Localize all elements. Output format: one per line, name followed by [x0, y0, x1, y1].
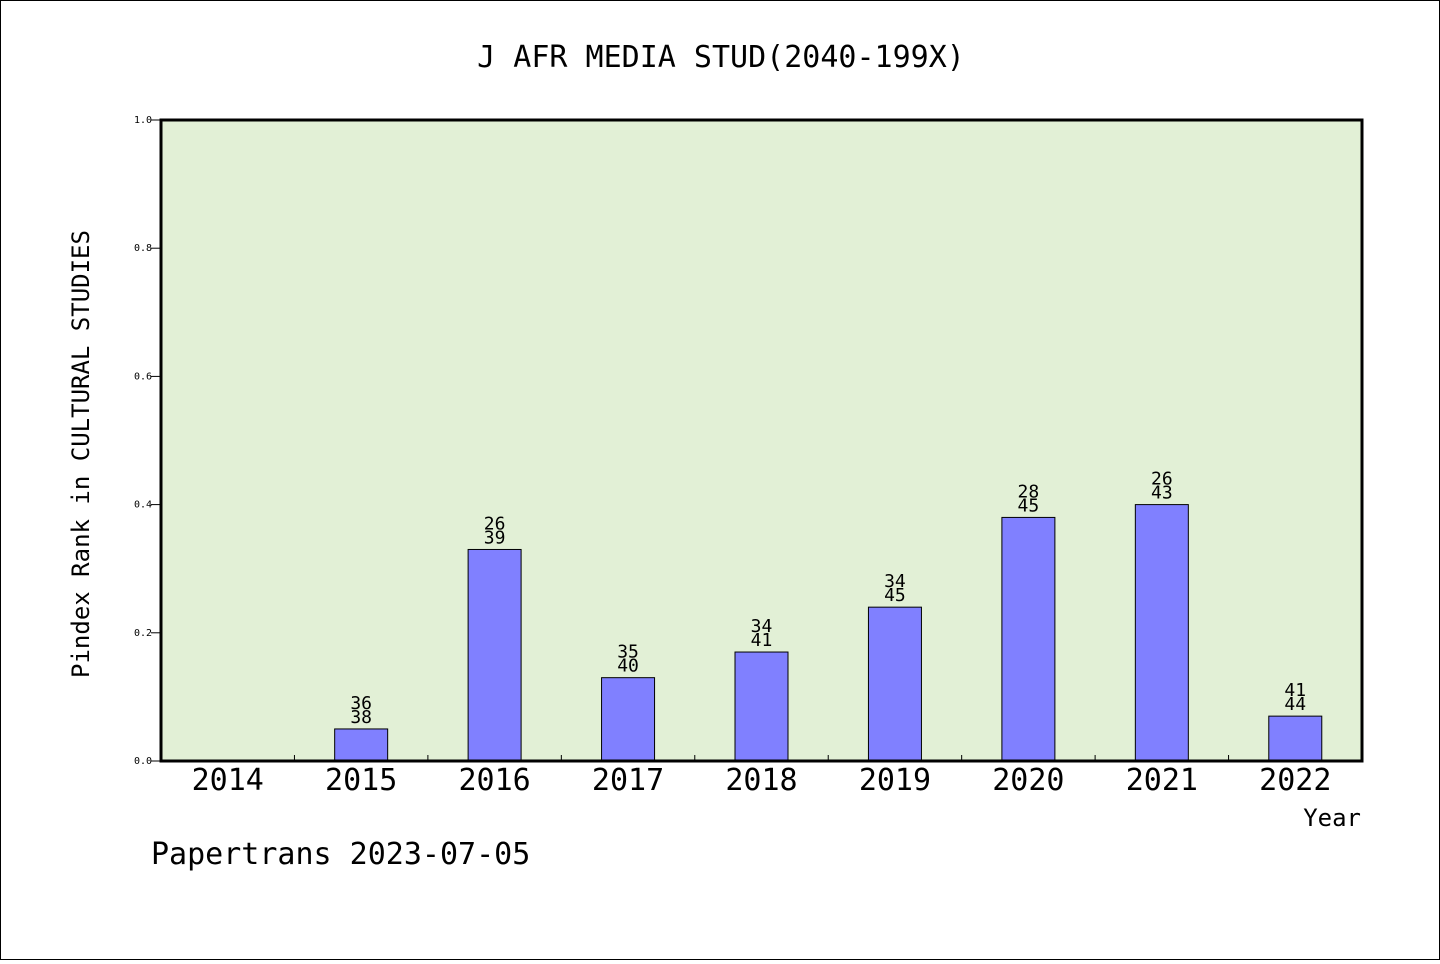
- x-tick-label: 2018: [725, 763, 797, 798]
- x-axis: 2014 2015 2016 2017 2018 2019 2020 2021 2022: [192, 755, 1331, 798]
- bar-label-top: 26: [1151, 469, 1173, 490]
- bar-2020: [1001, 516, 1056, 762]
- bar-label-bottom: 45: [884, 585, 906, 606]
- x-tick-label: 2016: [458, 763, 530, 798]
- y-axis-label: Pindex Rank in CULTURAL STUDIES: [67, 230, 95, 678]
- footer-text: Papertrans 2023-07-05: [151, 837, 530, 872]
- bar-2015: [334, 728, 389, 762]
- bar-2017: [601, 677, 656, 762]
- y-axis: 0.0 0.2 0.4 0.6 0.8 1.0: [134, 115, 161, 767]
- bar-label-bottom: 39: [484, 527, 506, 548]
- y-tick-label: 1.0: [134, 115, 152, 126]
- bar-2016: [467, 548, 522, 762]
- y-tick-label: 0.4: [134, 500, 152, 511]
- x-tick-label: 2017: [592, 763, 664, 798]
- x-tick-label: 2022: [1259, 763, 1331, 798]
- bar-label-top: 28: [1018, 481, 1040, 502]
- bar-label-bottom: 45: [1018, 495, 1040, 516]
- bar-label-top: 26: [484, 513, 506, 534]
- bar-label-bottom: 38: [350, 707, 372, 728]
- x-axis-label: Year: [1303, 804, 1361, 832]
- bar-2021: [1134, 504, 1189, 762]
- x-tick-label: 2015: [325, 763, 397, 798]
- plot-border: [159, 118, 1364, 763]
- bar-label-top: 36: [350, 693, 372, 714]
- bar-label-bottom: 43: [1151, 483, 1173, 504]
- bar-2018: [734, 651, 789, 762]
- x-tick-label: 2020: [992, 763, 1064, 798]
- y-tick-label: 0.8: [134, 243, 152, 254]
- bar-label-top: 34: [751, 616, 773, 637]
- bar-label-top: 35: [617, 642, 639, 663]
- bar-label-top: 34: [884, 571, 906, 592]
- bar-2022: [1268, 715, 1323, 762]
- chart-title: J AFR MEDIA STUD(2040-199X): [477, 40, 965, 75]
- x-tick-label: 2014: [192, 763, 264, 798]
- y-tick-label: 0.6: [134, 371, 152, 382]
- bar-label-bottom: 44: [1284, 694, 1306, 715]
- x-tick-label: 2021: [1126, 763, 1198, 798]
- bar-label-top: 41: [1284, 680, 1306, 701]
- bar-label-bottom: 40: [617, 656, 639, 677]
- bar-2019: [867, 606, 922, 762]
- y-tick-label: 0.2: [134, 628, 152, 639]
- bar-label-bottom: 41: [751, 630, 773, 651]
- x-tick-label: 2019: [859, 763, 931, 798]
- y-tick-label: 0.0: [134, 756, 152, 767]
